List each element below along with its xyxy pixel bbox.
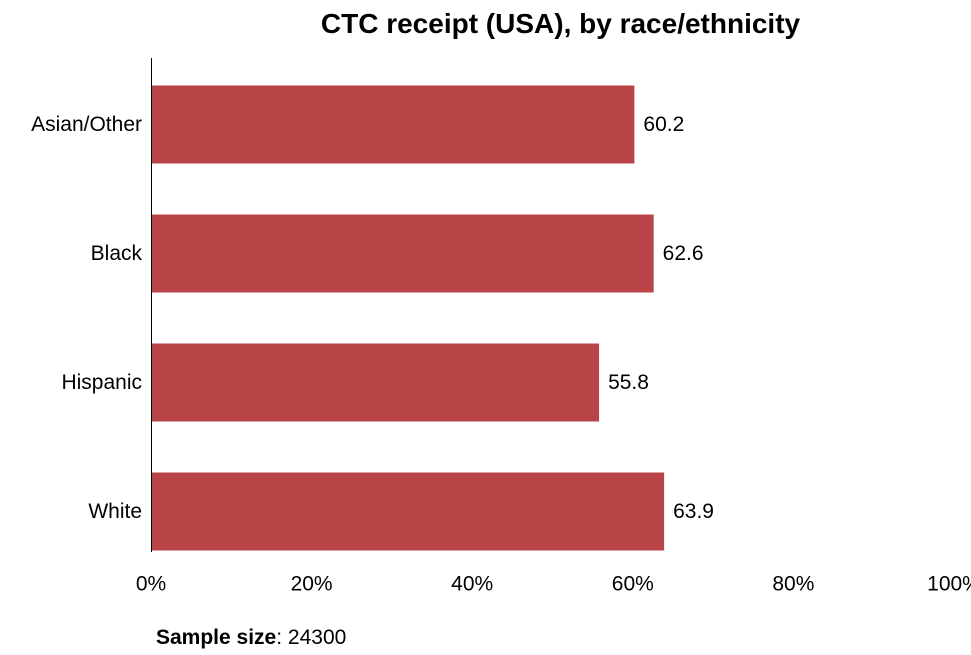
bar <box>151 473 664 551</box>
x-tick-label: 0% <box>136 573 166 596</box>
category-label: White <box>88 500 142 523</box>
x-tick-label: 80% <box>772 573 814 596</box>
category-label: Asian/Other <box>31 113 142 136</box>
sample-size-separator: : <box>276 626 288 649</box>
category-label: Hispanic <box>61 371 142 394</box>
x-tick-label: 60% <box>612 573 654 596</box>
sample-size-label: Sample size <box>156 626 276 649</box>
data-label: 60.2 <box>643 113 684 136</box>
sample-size-note: Sample size: 24300 <box>156 625 346 651</box>
bar <box>151 215 654 293</box>
data-label: 63.9 <box>673 500 714 523</box>
x-tick-label: 20% <box>291 573 333 596</box>
x-tick-label: 40% <box>451 573 493 596</box>
bar <box>151 86 634 164</box>
data-label: 55.8 <box>608 371 649 394</box>
x-tick-label: 100% <box>927 573 971 596</box>
bar <box>151 344 599 422</box>
sample-size-value: 24300 <box>288 626 346 649</box>
data-label: 62.6 <box>663 242 704 265</box>
category-label: Black <box>91 242 143 265</box>
